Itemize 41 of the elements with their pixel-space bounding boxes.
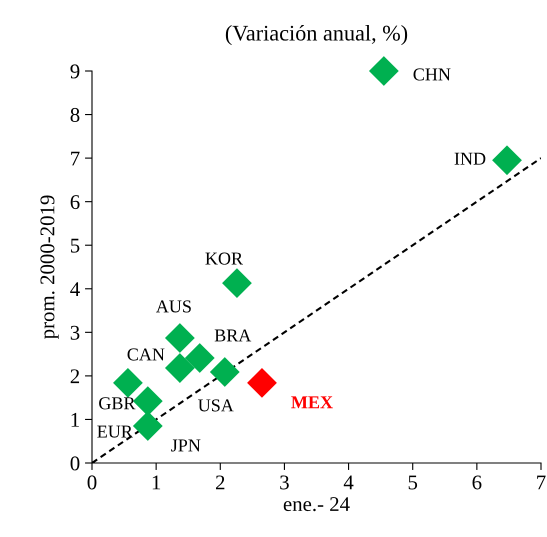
point: [164, 323, 195, 353]
y-tick-label: 9: [70, 64, 80, 78]
annotation: IND: [454, 152, 486, 165]
annotation: JPN: [171, 439, 200, 452]
annotation: GBR: [99, 397, 136, 410]
x-axis-title: ene.- 24: [284, 497, 350, 512]
y-axis-title: prom. 2000-2019: [40, 196, 59, 339]
y-tick-label: 8: [70, 108, 80, 122]
y-tick-label: 6: [70, 195, 80, 210]
point: [184, 343, 215, 373]
annotation: BRA: [214, 329, 252, 342]
point: [113, 368, 143, 398]
point: [368, 56, 399, 86]
y-tick-label: 2: [70, 369, 80, 384]
point: [247, 368, 277, 398]
x-tick-label: 4: [344, 476, 354, 490]
x-tick-label: 5: [408, 476, 418, 490]
annotation: CHN: [414, 68, 450, 81]
annotation: USA: [198, 399, 234, 412]
point: [164, 353, 195, 383]
point: [222, 268, 252, 298]
chart-title: (Variación anual, %): [226, 24, 408, 46]
annotation: KOR: [205, 252, 243, 265]
y-tick-label: 4: [70, 282, 80, 296]
y-tick-label: 0: [70, 456, 80, 470]
annotation: MEX: [291, 396, 333, 408]
y-tick-label: 5: [70, 238, 80, 253]
y-tick-label: 1: [72, 412, 79, 427]
y-tick-label: 3: [70, 326, 80, 340]
annotation: CAN: [128, 348, 165, 361]
x-tick-label: 7: [537, 476, 546, 490]
x-tick-label: 3: [280, 475, 289, 490]
x-tick-label: 2: [216, 475, 224, 490]
annotation: AUS: [156, 300, 191, 313]
annotation: EUR: [97, 426, 133, 438]
x-tick-label: 6: [472, 475, 482, 490]
y-tick-label: 7: [71, 152, 80, 166]
point: [492, 145, 522, 176]
point: [210, 357, 240, 387]
x-tick-label: 0: [88, 475, 96, 490]
x-tick-label: 1: [152, 476, 160, 490]
